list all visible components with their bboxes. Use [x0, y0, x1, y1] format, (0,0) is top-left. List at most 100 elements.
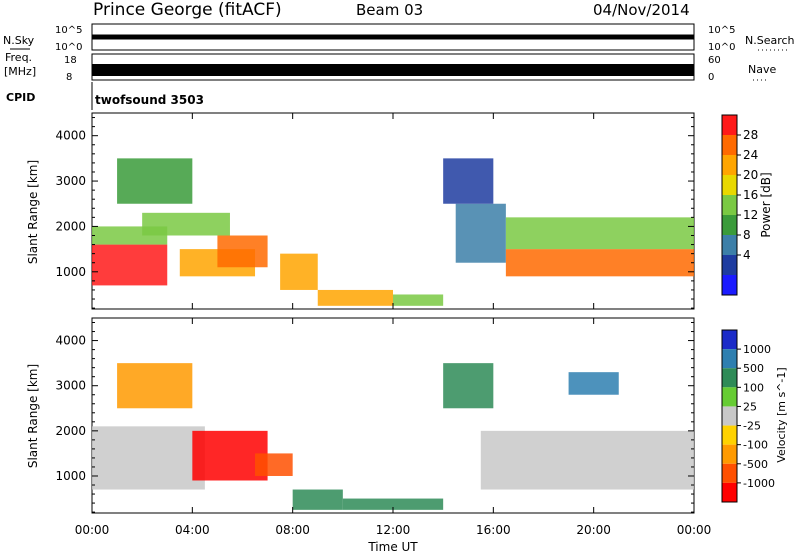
velocity-colorbar-swatch	[722, 425, 737, 445]
power-colorbar-swatch	[722, 115, 737, 135]
power-region	[217, 235, 268, 268]
power-data	[92, 158, 694, 306]
x-tick-label: 00:00	[75, 523, 110, 537]
freq-tick-top: 18	[64, 55, 77, 66]
power-colorbar-label: Power [dB]	[759, 172, 773, 237]
frequency-panel: Freq. [MHz] 18 8 60 0 Nave	[4, 51, 776, 83]
power-region	[92, 244, 168, 286]
power-region	[505, 249, 694, 277]
plot-title: Prince George (fitACF)	[93, 0, 282, 20]
velocity-colorbar: 1000 500 100 25 -25 -100 -500 -1000	[721, 329, 775, 503]
nave-label: Nave	[748, 63, 776, 76]
velocity-colorbar-tick: 500	[743, 362, 764, 375]
power-colorbar-tick: 12	[743, 208, 758, 222]
velocity-region	[342, 498, 444, 510]
y-tick-label: 1000	[55, 469, 86, 483]
velocity-colorbar-tick: 25	[743, 400, 757, 413]
velocity-colorbar-swatch	[722, 387, 737, 407]
nsky-label: N.Sky	[3, 34, 35, 47]
x-axis-label: Time UT	[367, 540, 418, 554]
power-colorbar-swatch	[722, 275, 737, 295]
noise-panel: N.Sky 10^5 10^0 10^5 10^0 N.Search	[3, 23, 795, 53]
x-tick-label: 20:00	[576, 523, 611, 537]
velocity-colorbar-swatch	[722, 463, 737, 483]
power-colorbar-tick: 28	[743, 128, 758, 142]
velocity-region	[480, 430, 694, 490]
velocity-region	[443, 363, 494, 409]
power-colorbar-tick: 8	[743, 228, 751, 242]
nsearch-tick-bottom: 10^0	[708, 42, 735, 53]
power-colorbar-swatch	[722, 215, 737, 235]
velocity-colorbar-tick: -1000	[743, 477, 775, 490]
velocity-colorbar-label: Velocity [m s^-1]	[775, 367, 788, 462]
nsearch-label: N.Search	[745, 34, 795, 47]
velocity-region	[192, 430, 268, 481]
velocity-colorbar-swatch	[722, 482, 737, 502]
nsky-tick-bottom: 10^0	[55, 42, 82, 53]
freq-unit: [MHz]	[4, 65, 36, 78]
power-panel: 1000 2000 3000 4000 Slant Range [km]	[26, 112, 695, 310]
velocity-colorbar-swatch	[722, 444, 737, 464]
velocity-panel: 1000 2000 3000 4000 Slant Range [km]	[26, 317, 695, 514]
power-region	[505, 217, 694, 250]
velocity-region	[92, 426, 205, 490]
cpid-label: CPID	[6, 91, 35, 104]
y-tick-label: 1000	[55, 265, 86, 279]
power-colorbar-swatch	[722, 195, 737, 215]
power-region	[280, 253, 318, 290]
velocity-region	[117, 363, 193, 409]
date-label: 04/Nov/2014	[593, 1, 690, 19]
power-colorbar-tick: 4	[743, 248, 751, 262]
power-region	[393, 294, 444, 306]
freq-label: Freq.	[5, 51, 32, 64]
power-colorbar: 28 24 20 16 12 8 4	[721, 114, 758, 296]
power-region	[455, 203, 506, 263]
nave-tick-bottom: 0	[708, 72, 714, 83]
velocity-colorbar-tick: -100	[743, 439, 768, 452]
power-region	[142, 212, 230, 236]
power-colorbar-swatch	[722, 175, 737, 195]
velocity-colorbar-swatch	[722, 330, 737, 350]
power-colorbar-tick: 16	[743, 188, 758, 202]
y-tick-label: 3000	[55, 379, 86, 393]
velocity-ylabel: Slant Range [km]	[26, 364, 40, 468]
x-tick-label: 16:00	[476, 523, 511, 537]
beam-label: Beam 03	[356, 1, 423, 19]
power-colorbar-tick: 20	[743, 168, 758, 182]
y-tick-label: 4000	[55, 129, 86, 143]
velocity-colorbar-tick: -500	[743, 458, 768, 471]
y-tick-label: 2000	[55, 424, 86, 438]
power-region	[317, 289, 393, 306]
x-axis: 00:00 04:00 08:00 12:00 16:00 20:00 00:00	[75, 113, 712, 537]
velocity-colorbar-tick: 1000	[743, 343, 771, 356]
power-colorbar-swatch	[722, 155, 737, 175]
power-colorbar-swatch	[722, 135, 737, 155]
velocity-region	[568, 372, 619, 395]
power-ylabel: Slant Range [km]	[26, 160, 40, 264]
freq-nave-trace	[92, 64, 694, 76]
cpid-value: twofsound 3503	[95, 93, 204, 107]
y-tick-label: 3000	[55, 174, 86, 188]
y-tick-label: 4000	[55, 334, 86, 348]
velocity-region	[292, 489, 343, 510]
velocity-colorbar-tick: -25	[743, 420, 761, 433]
x-tick-label: 00:00	[677, 523, 712, 537]
velocity-colorbar-swatch	[722, 406, 737, 426]
velocity-data	[92, 363, 694, 510]
power-colorbar-swatch	[722, 235, 737, 255]
velocity-colorbar-swatch	[722, 349, 737, 369]
power-region	[443, 158, 494, 204]
x-tick-label: 04:00	[175, 523, 210, 537]
nave-tick-top: 60	[708, 55, 721, 66]
nsearch-tick-top: 10^5	[708, 25, 735, 36]
velocity-colorbar-tick: 100	[743, 381, 764, 394]
velocity-region	[255, 453, 293, 476]
x-tick-label: 12:00	[376, 523, 411, 537]
nsky-tick-top: 10^5	[55, 25, 82, 36]
x-tick-label: 08:00	[275, 523, 310, 537]
power-region	[117, 158, 193, 204]
velocity-colorbar-swatch	[722, 368, 737, 388]
freq-tick-bottom: 8	[66, 72, 72, 83]
power-colorbar-tick: 24	[743, 148, 758, 162]
